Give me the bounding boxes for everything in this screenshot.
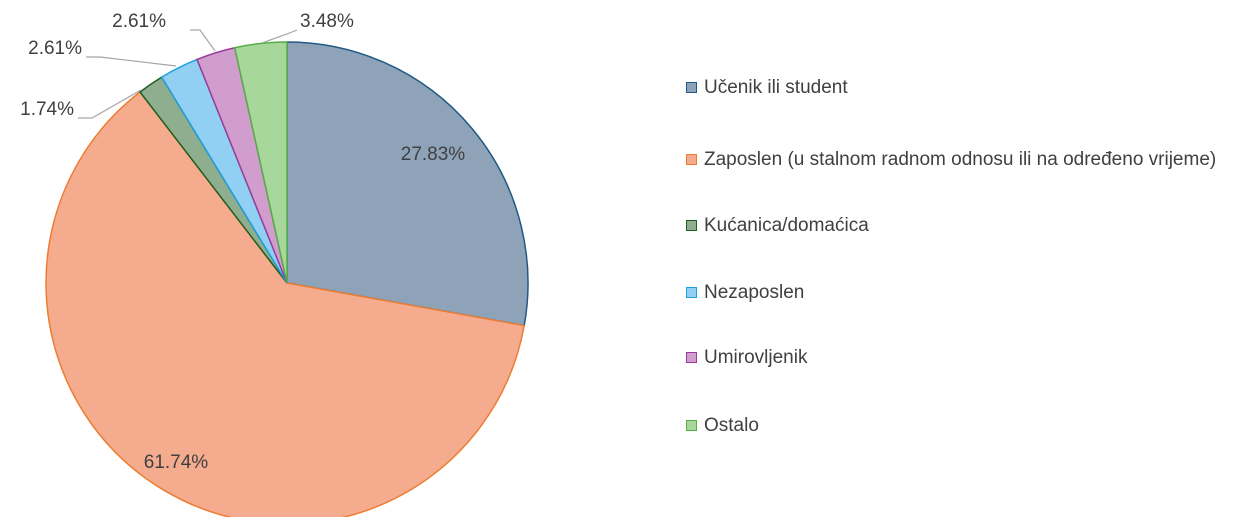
legend-item: Ostalo [686,414,1224,438]
legend-swatch [686,220,697,231]
leader-line [86,56,177,67]
data-label: 3.48% [300,11,354,32]
legend-item: Učenik ili student [686,76,1224,100]
legend-swatch [686,352,697,363]
legend-swatch [686,82,697,93]
pie-slice [286,41,529,327]
legend-item: Kućanica/domaćica [686,214,1224,238]
pie-slice [45,90,526,517]
data-label: 2.61% [112,11,166,32]
legend-item: Zaposlen (u stalnom radnom odnosu ili na… [686,148,1224,172]
legend-item: Umirovljenik [686,346,1224,370]
legend-label: Kućanica/domaćica [704,215,869,236]
legend-swatch [686,287,697,298]
legend-label: Učenik ili student [704,77,848,98]
legend-label: Zaposlen (u stalnom radnom odnosu ili na… [704,149,1217,170]
data-label: 61.74% [144,452,209,473]
legend-item: Nezaposlen [686,281,1224,305]
pie-slice [233,41,288,284]
legend-swatch [686,420,697,431]
leader-line [190,29,216,52]
data-label: 27.83% [401,144,466,165]
data-label: 2.61% [28,38,82,59]
legend-swatch [686,154,697,165]
legend-label: Nezaposlen [704,282,805,303]
leader-line [78,89,142,119]
leader-line [261,29,298,44]
legend-label: Umirovljenik [704,347,808,368]
data-label: 1.74% [20,99,74,120]
legend-label: Ostalo [704,415,759,436]
